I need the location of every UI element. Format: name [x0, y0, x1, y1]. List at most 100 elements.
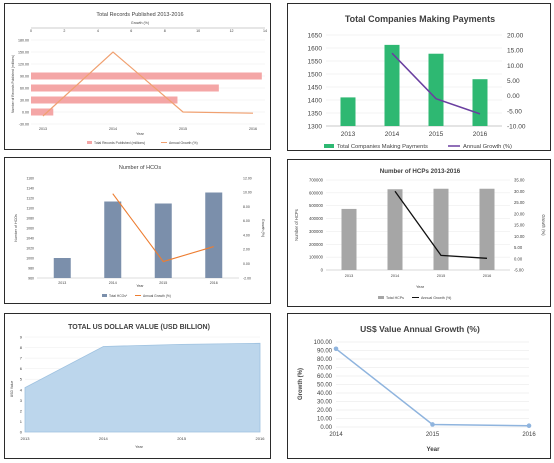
bar — [479, 188, 495, 270]
y2-tick-label: -10.00 — [507, 124, 526, 131]
y-tick-label: 400000 — [309, 216, 324, 221]
y-tick-label: 0.00 — [22, 110, 29, 114]
top-tick-label: 6 — [130, 29, 132, 33]
x-tick-label: 2013 — [341, 131, 356, 138]
y-tick-label: 500000 — [309, 203, 324, 208]
y2-tick-label: 0.00 — [507, 93, 520, 100]
x-tick-label: 2014 — [109, 281, 117, 285]
x-tick-label: 2016 — [256, 436, 266, 441]
y2-tick-label: 8.00 — [243, 205, 250, 209]
usdgrowth-chart: US$ Value Annual Growth (%) 0.00 10.00 20.0… — [298, 324, 536, 453]
x-tick-label: 2013 — [58, 281, 66, 285]
legend-swatch — [324, 144, 334, 148]
x-tick-label: 2015 — [426, 432, 440, 438]
x-tick-label: 2015 — [159, 281, 167, 285]
legend-label: Total HCPs — [386, 296, 404, 300]
bar — [341, 208, 357, 270]
y-tick-label: 1080 — [26, 216, 34, 220]
y2-tick-label: 5.00 — [507, 78, 520, 85]
y2-tick-label: 2.00 — [243, 248, 250, 252]
y-axis-label: USD Value — [10, 381, 14, 398]
y2-tick-label: -2.00 — [243, 276, 251, 280]
legend-swatch — [87, 141, 92, 144]
y2-tick-label: 10.00 — [243, 191, 252, 195]
top-axis-label: Growth (%) — [131, 21, 149, 25]
x-tick-label: 2015 — [437, 274, 445, 278]
y-tick-label: 7 — [20, 356, 23, 361]
y-tick-label: 120.00 — [18, 62, 29, 66]
y-tick-label: 1040 — [26, 236, 34, 240]
y-tick-label: 5 — [20, 377, 23, 382]
x-tick-label: 2016 — [210, 281, 218, 285]
y-tick-label: 90.00 — [20, 74, 29, 78]
x-axis-label: Year — [135, 445, 143, 449]
bar — [428, 53, 444, 126]
y-tick-label: 70.00 — [317, 366, 333, 372]
legend-label: Annual Growth (%) — [463, 144, 512, 150]
y-tick-label: 1300 — [308, 124, 323, 131]
usd-chart: TOTAL US DOLLAR VALUE (USD BILLION) 0 1 2 3 4… — [10, 324, 266, 449]
data-point — [333, 346, 339, 352]
y2-tick-label: 5.00 — [514, 245, 523, 250]
y-tick-label: 1450 — [308, 85, 323, 92]
y-tick-label: 3 — [20, 398, 23, 403]
y2-tick-label: 15.00 — [514, 223, 525, 228]
bar — [387, 189, 403, 270]
legend-swatch — [102, 294, 107, 297]
y-tick-label: 1 — [20, 419, 23, 424]
top-tick-label: 14 — [263, 29, 267, 33]
data-point — [526, 423, 532, 429]
y2-tick-label: 20.00 — [507, 33, 524, 40]
bar — [31, 84, 219, 92]
x-tick-label: 2014 — [99, 436, 109, 441]
legend-label: Total HCOs* — [109, 294, 128, 298]
growth-line — [391, 52, 481, 115]
chart-panel-companies: Total Companies Making Payments 1300 1350 1… — [287, 3, 551, 151]
x-tick-label: 2016 — [522, 432, 536, 438]
x-tick-label: 2016 — [473, 131, 488, 138]
y-tick-label: 9 — [20, 335, 23, 340]
chart-title: Number of HCPs 2013-2016 — [380, 168, 461, 175]
chart-title: US$ Value Annual Growth (%) — [360, 324, 480, 334]
y-tick-label: 1550 — [308, 59, 323, 66]
chart-panel-usdgrowth: US$ Value Annual Growth (%) 0.00 10.00 20.0… — [287, 313, 551, 459]
y-tick-label: 60.00 — [317, 374, 333, 380]
y2-tick-label: 0.00 — [514, 256, 523, 261]
chart-panel-usd: TOTAL US DOLLAR VALUE (USD BILLION) 0 1 2 3 4… — [4, 313, 271, 459]
y2-tick-label: -5.00 — [507, 108, 522, 115]
y-tick-label: 1600 — [308, 46, 323, 53]
y-tick-label: 180.00 — [18, 38, 29, 42]
y-tick-label: 700000 — [309, 178, 324, 183]
x-tick-label: 2013 — [39, 127, 47, 131]
top-tick-label: 0 — [30, 29, 32, 33]
bar — [433, 188, 449, 270]
y-tick-label: 150.00 — [18, 50, 29, 54]
bar — [154, 203, 172, 278]
y-tick-label: 1120 — [26, 196, 34, 200]
top-tick-label: 2 — [63, 29, 65, 33]
y-tick-label: 980 — [28, 266, 34, 270]
legend-label: Total Records Published (millions) — [94, 141, 145, 145]
x-tick-label: 2014 — [385, 131, 400, 138]
y-tick-label: 60.00 — [20, 86, 29, 90]
y-tick-label: 1100 — [26, 206, 34, 210]
y-tick-label: 200000 — [309, 242, 324, 247]
x-tick-label: 2013 — [21, 436, 31, 441]
y-tick-label: 40.00 — [317, 391, 333, 397]
top-tick-label: 12 — [230, 29, 234, 33]
top-tick-label: 8 — [164, 29, 166, 33]
y-tick-label: 4 — [20, 387, 23, 392]
x-tick-label: 2014 — [329, 432, 343, 438]
x-tick-label: 2016 — [249, 127, 257, 131]
y-tick-label: 80.00 — [317, 357, 333, 363]
y2-axis-label: Growth (%) — [261, 219, 265, 237]
y-axis-label: Number of HCOs — [14, 214, 18, 242]
y2-tick-label: -5.00 — [514, 268, 524, 273]
hcps-chart: Number of HCPs 2013-2016 0 100000 200000 300… — [294, 168, 546, 300]
x-tick-label: 2015 — [177, 436, 187, 441]
chart-title: TOTAL US DOLLAR VALUE (USD BILLION) — [68, 324, 210, 331]
y-tick-label: 1160 — [26, 176, 34, 180]
y-tick-label: 8 — [20, 345, 23, 350]
x-tick-label: 2015 — [429, 131, 444, 138]
y-tick-label: 1500 — [308, 72, 323, 79]
